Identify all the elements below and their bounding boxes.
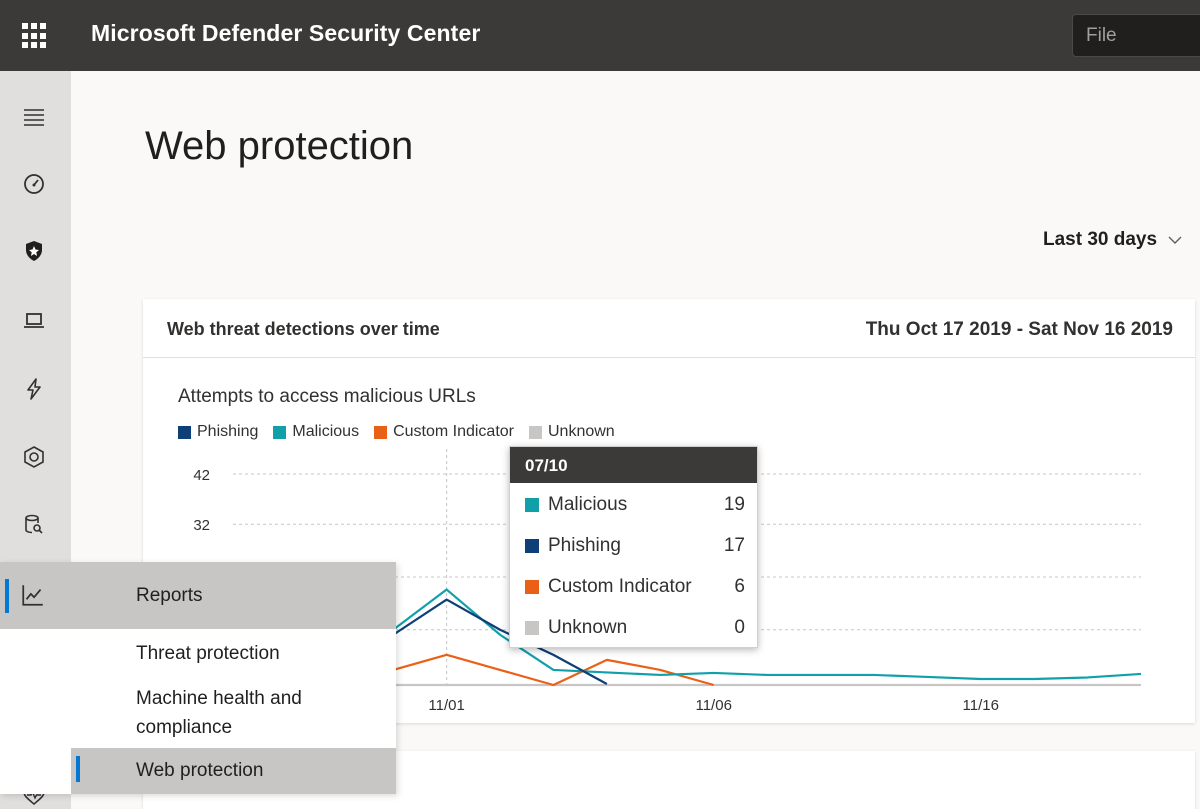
reports-flyout-menu: Reports Threat protection Machine health…: [0, 562, 396, 794]
y-tick-label: 32: [193, 517, 210, 534]
legend-swatch: [178, 425, 191, 439]
search-input[interactable]: [1072, 14, 1200, 57]
page-title: Web protection: [145, 124, 414, 168]
x-tick-label: 11/06: [695, 697, 731, 714]
tooltip-label: Phishing: [548, 535, 621, 556]
chevron-down-icon: [1168, 236, 1182, 244]
tooltip-value: 0: [734, 617, 745, 638]
tooltip-label: Custom Indicator: [548, 576, 692, 597]
selected-indicator: [5, 579, 9, 613]
card-date-range: Thu Oct 17 2019 - Sat Nov 16 2019: [865, 319, 1173, 340]
app-title: Microsoft Defender Security Center: [91, 20, 481, 46]
database-search-icon[interactable]: [18, 509, 50, 541]
tooltip-date: 07/10: [510, 447, 757, 483]
series-line-malicious: [286, 588, 1142, 681]
tooltip-row-malicious: Malicious 19: [525, 493, 745, 517]
card-title: Web threat detections over time: [167, 319, 440, 339]
time-range-dropdown[interactable]: Last 30 days: [1043, 229, 1183, 251]
tooltip-label: Malicious: [548, 494, 628, 515]
time-range-label: Last 30 days: [1043, 229, 1158, 250]
card-header: Web threat detections over time Thu Oct …: [143, 299, 1195, 358]
legend-label: Unknown: [548, 423, 615, 440]
x-tick-label: 11/16: [963, 697, 999, 714]
tooltip-swatch: [525, 539, 539, 553]
chart-legend: Phishing Malicious Custom Indicator Unkn…: [178, 423, 630, 441]
hexagon-icon[interactable]: [18, 441, 50, 473]
legend-item-phishing[interactable]: Phishing: [178, 423, 258, 441]
tooltip-row-phishing: Phishing 17: [525, 534, 745, 558]
legend-swatch: [374, 425, 388, 439]
selected-indicator: [76, 756, 80, 782]
tooltip-row-unknown: Unknown 0: [525, 616, 745, 640]
flyout-item-machine-health-line2[interactable]: compliance: [136, 717, 233, 738]
dashboard-gauge-icon[interactable]: [18, 168, 50, 200]
legend-label: Phishing: [197, 423, 259, 440]
tooltip-label: Unknown: [548, 617, 628, 638]
legend-item-custom-indicator[interactable]: Custom Indicator: [374, 423, 514, 441]
top-bar: Microsoft Defender Security Center: [0, 0, 1200, 71]
app-launcher-icon[interactable]: [22, 23, 48, 49]
shield-icon[interactable]: [18, 235, 50, 267]
flyout-item-threat-protection[interactable]: Threat protection: [136, 643, 280, 664]
legend-swatch: [529, 425, 542, 439]
laptop-icon[interactable]: [18, 305, 50, 337]
tooltip-swatch: [525, 621, 539, 635]
reports-chart-icon: [22, 585, 43, 606]
tooltip-value: 6: [734, 576, 745, 597]
flyout-item-web-protection-label: Web protection: [136, 760, 264, 781]
chart-title: Attempts to access malicious URLs: [178, 386, 476, 407]
nav-item-reports-label: Reports: [136, 585, 203, 606]
tooltip-row-custom-indicator: Custom Indicator 6: [525, 575, 745, 599]
tooltip-value: 17: [723, 535, 745, 556]
flyout-item-web-protection[interactable]: Web protection: [71, 748, 396, 794]
legend-item-malicious[interactable]: Malicious: [273, 423, 359, 441]
flyout-item-machine-health[interactable]: Machine health and: [136, 688, 302, 709]
legend-label: Custom Indicator: [393, 423, 514, 440]
legend-item-unknown[interactable]: Unknown: [529, 423, 615, 441]
tooltip-value: 19: [723, 494, 745, 515]
lightning-icon[interactable]: [18, 373, 50, 405]
hamburger-icon[interactable]: [18, 101, 50, 133]
x-tick-label: 11/01: [428, 697, 464, 714]
y-tick-label: 42: [193, 467, 210, 484]
legend-swatch: [273, 425, 287, 439]
nav-item-reports[interactable]: Reports: [0, 562, 396, 629]
chart-tooltip: 07/10 Malicious 19 Phishing 17 Custom In…: [509, 446, 758, 648]
legend-label: Malicious: [292, 423, 360, 440]
tooltip-swatch: [525, 498, 539, 512]
tooltip-swatch: [525, 580, 539, 594]
